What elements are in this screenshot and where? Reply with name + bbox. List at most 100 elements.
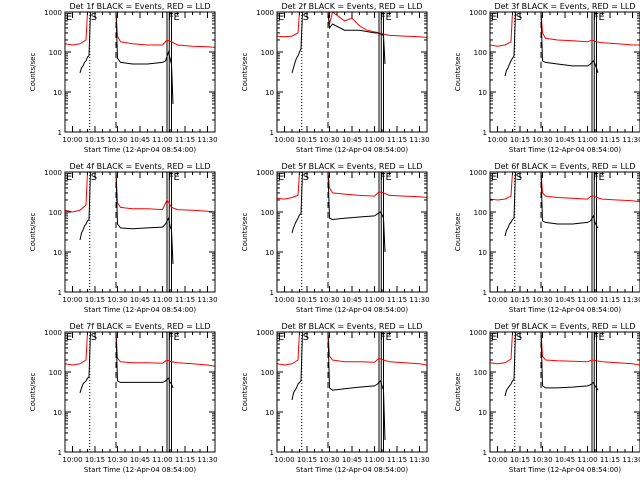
plot-area — [490, 332, 640, 452]
x-axis-label: Start Time (12-Apr-04 08:54:00) — [84, 306, 196, 314]
x-axis-label: Start Time (12-Apr-04 08:54:00) — [296, 466, 408, 474]
chart-title: Det 7f BLACK = Events, RED = LLD — [69, 322, 210, 331]
plot-area — [65, 172, 215, 292]
y-tick-label: 100 — [261, 209, 274, 217]
x-tick-label: 10:30 — [532, 136, 552, 144]
x-axis-label: Start Time (12-Apr-04 08:54:00) — [84, 466, 196, 474]
marker-label-s: S — [91, 12, 97, 23]
x-tick-label: 11:15 — [387, 296, 407, 304]
y-tick-label: 1 — [483, 449, 487, 457]
marker-label-f: F — [168, 12, 174, 23]
y-tick-label: 100 — [474, 49, 487, 57]
x-tick-label: 10:15 — [85, 456, 105, 464]
marker-label-e: E — [491, 12, 497, 23]
x-tick-label: 11:15 — [600, 296, 620, 304]
marker-label-s: S — [516, 172, 522, 183]
lld-series-line — [277, 332, 427, 366]
x-tick-label: 11:30 — [622, 296, 640, 304]
x-tick-label: 11:30 — [197, 136, 217, 144]
x-tick-label: 10:30 — [319, 296, 339, 304]
y-axis-label: Counts/sec — [241, 53, 249, 92]
marker-label-e: E — [599, 332, 605, 343]
y-tick-label: 100 — [49, 209, 62, 217]
y-tick-label: 100 — [261, 369, 274, 377]
y-tick-label: 10 — [53, 409, 62, 417]
x-tick-label: 10:30 — [107, 136, 127, 144]
x-axis-label: Start Time (12-Apr-04 08:54:00) — [296, 306, 408, 314]
y-tick-label: 100 — [49, 49, 62, 57]
plot-area — [277, 332, 427, 452]
x-axis-label: Start Time (12-Apr-04 08:54:00) — [509, 146, 621, 154]
plot-area — [490, 12, 640, 132]
x-tick-label: 11:15 — [175, 456, 195, 464]
y-tick-label: 10 — [478, 249, 487, 257]
marker-label-f: F — [168, 332, 174, 343]
chart-title: Det 2f BLACK = Events, RED = LLD — [281, 2, 422, 11]
x-axis-label: Start Time (12-Apr-04 08:54:00) — [509, 306, 621, 314]
y-tick-label: 10 — [265, 249, 274, 257]
y-tick-label: 1 — [58, 449, 62, 457]
x-tick-label: 11:00 — [577, 296, 597, 304]
y-tick-label: 1 — [58, 289, 62, 297]
lld-series-line — [490, 172, 640, 203]
lld-series-line — [277, 12, 427, 38]
marker-label-e: E — [278, 172, 284, 183]
x-tick-label: 10:45 — [555, 136, 575, 144]
marker-label-e: E — [491, 172, 497, 183]
x-tick-label: 11:00 — [577, 456, 597, 464]
lld-series-line — [65, 332, 215, 367]
x-tick-label: 10:15 — [297, 456, 317, 464]
plot-frame — [489, 11, 640, 133]
x-tick-label: 11:15 — [387, 456, 407, 464]
x-tick-label: 11:15 — [600, 136, 620, 144]
y-axis-label: Counts/sec — [29, 53, 37, 92]
y-tick-label: 1 — [270, 449, 274, 457]
marker-label-e: E — [66, 172, 72, 183]
plot-area — [277, 172, 427, 292]
chart-title: Det 8f BLACK = Events, RED = LLD — [281, 322, 422, 331]
lld-series-line — [277, 172, 427, 200]
x-tick-label: 11:00 — [152, 136, 172, 144]
events-series-line — [79, 332, 174, 394]
marker-label-s: S — [303, 332, 309, 343]
y-tick-label: 1 — [483, 129, 487, 137]
x-tick-label: 10:45 — [342, 296, 362, 304]
x-tick-label: 11:15 — [387, 136, 407, 144]
plot-frame — [276, 331, 428, 453]
events-series-line — [504, 332, 599, 397]
chart-title: Det 3f BLACK = Events, RED = LLD — [494, 2, 635, 11]
marker-label-f: F — [593, 172, 599, 183]
x-tick-label: 10:30 — [532, 456, 552, 464]
x-tick-label: 11:00 — [577, 136, 597, 144]
marker-label-s: S — [516, 12, 522, 23]
plot-area — [65, 12, 215, 132]
y-axis-label: Counts/sec — [454, 213, 462, 252]
y-tick-label: 1000 — [469, 329, 487, 337]
y-tick-label: 1 — [270, 289, 274, 297]
x-tick-label: 11:30 — [622, 456, 640, 464]
x-tick-label: 11:30 — [409, 456, 429, 464]
y-axis-label: Counts/sec — [241, 373, 249, 412]
x-tick-label: 10:00 — [62, 136, 82, 144]
marker-label-e: E — [66, 332, 72, 343]
marker-label-e: E — [66, 12, 72, 23]
lld-series-line — [65, 12, 215, 48]
chart-title: Det 1f BLACK = Events, RED = LLD — [69, 2, 210, 11]
marker-label-e: E — [174, 172, 180, 183]
x-tick-label: 10:45 — [342, 136, 362, 144]
marker-label-e: E — [174, 332, 180, 343]
chart-title: Det 9f BLACK = Events, RED = LLD — [494, 322, 635, 331]
y-tick-label: 100 — [474, 369, 487, 377]
x-tick-label: 11:30 — [197, 296, 217, 304]
x-tick-label: 11:15 — [175, 296, 195, 304]
plot-area — [277, 12, 427, 132]
marker-label-e: E — [386, 332, 392, 343]
plot-frame — [489, 171, 640, 293]
x-tick-label: 10:00 — [62, 296, 82, 304]
x-tick-label: 11:30 — [622, 136, 640, 144]
